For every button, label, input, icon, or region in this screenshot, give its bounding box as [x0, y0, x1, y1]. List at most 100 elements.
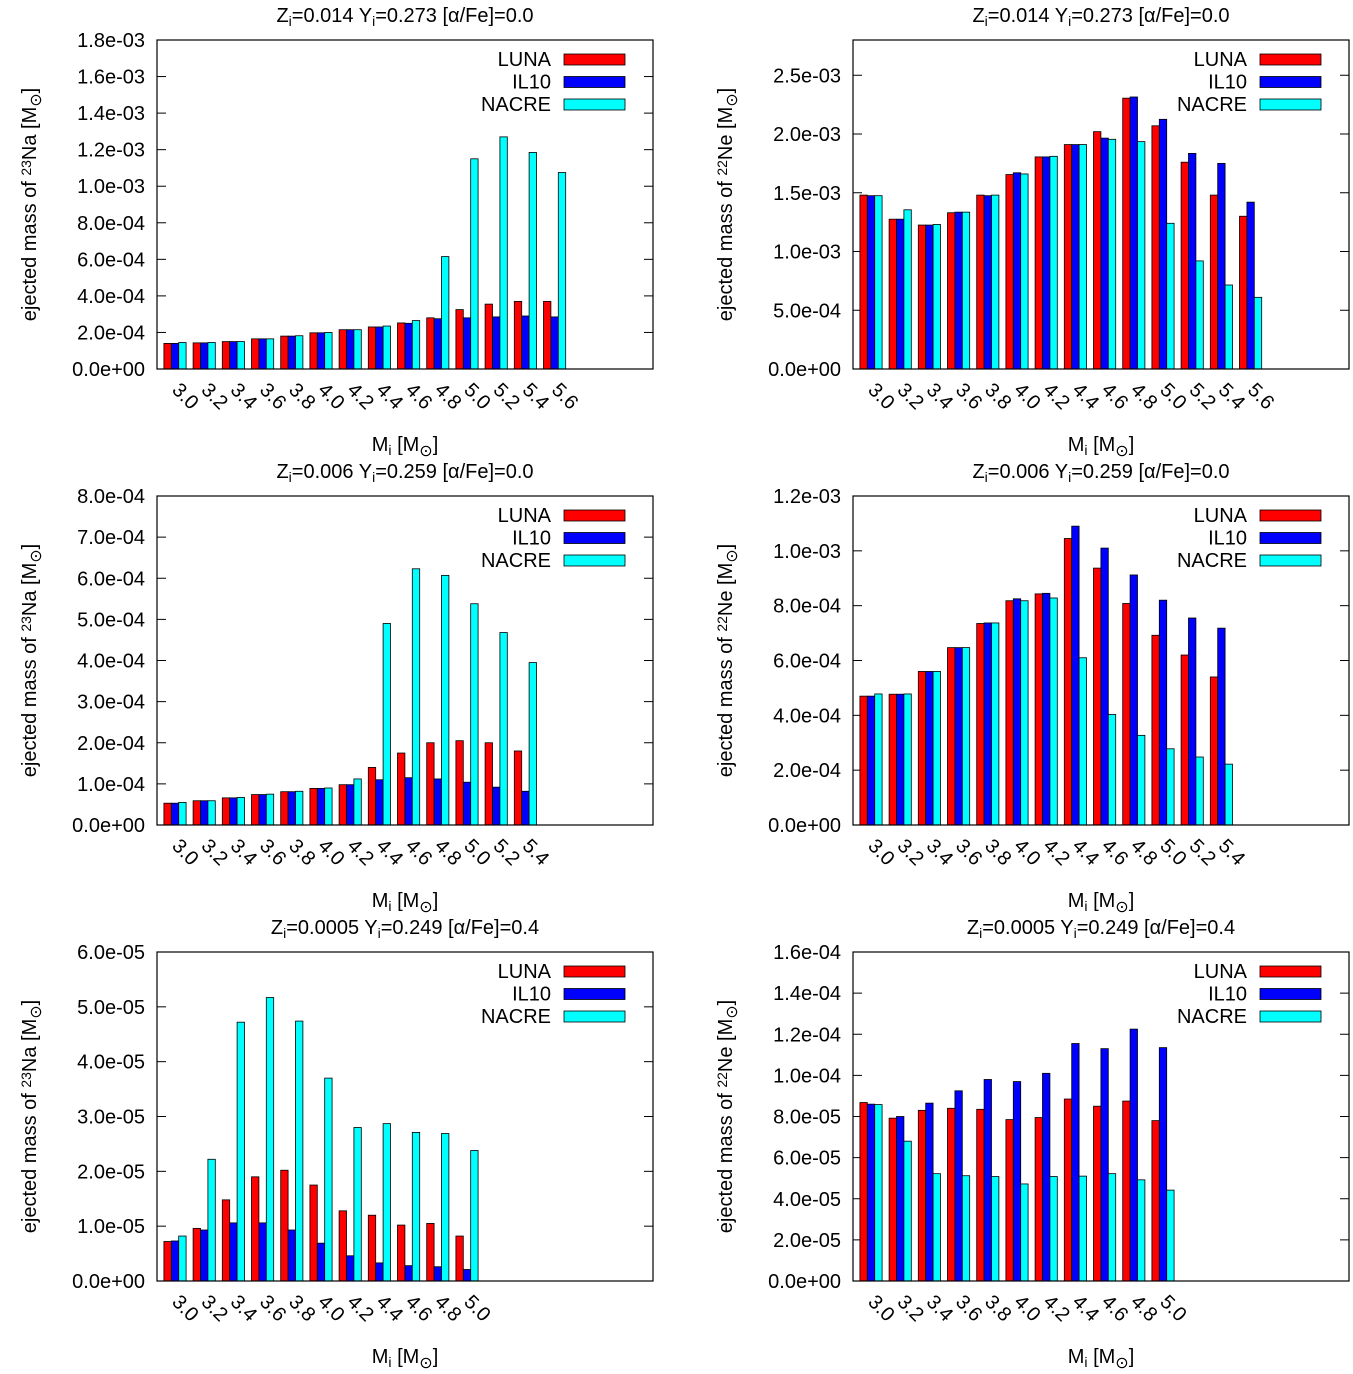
y-tick-label: 4.0e-05 [773, 1189, 841, 1211]
bar-nacre [1166, 1189, 1175, 1282]
chart-title: Zi=0.014 Yi=0.273 [α/Fe]=0.0 [276, 5, 533, 29]
bar-nacre [178, 342, 187, 370]
x-tick-label: 3.4 [226, 1291, 261, 1326]
bar-luna [513, 750, 523, 826]
bar-nacre [961, 647, 971, 826]
x-tick-label: 5.6 [547, 379, 582, 414]
bar-nacre [324, 1077, 333, 1282]
chart-title: Zi=0.014 Yi=0.273 [α/Fe]=0.0 [972, 5, 1229, 29]
x-tick-label: 3.8 [284, 835, 319, 870]
y-tick-label: 1.2e-04 [773, 1024, 841, 1046]
bar-nacre [1049, 1176, 1058, 1282]
chart-title-part: i [283, 925, 286, 941]
bar-luna [367, 326, 377, 370]
x-tick-label: 3.2 [893, 379, 928, 414]
chart-title-part: i [378, 925, 381, 941]
bar-il10 [1012, 172, 1022, 370]
y-tick-label: 1.6e-03 [77, 67, 145, 89]
x-tick-label: 4.4 [372, 1291, 407, 1326]
y-axis-label-part: 22 [714, 160, 730, 176]
x-tick-label: 3.8 [980, 379, 1015, 414]
y-axis-label-group: ejected mass of 23Na [M⊙] [18, 88, 45, 322]
x-axis-label-part: M [1068, 1346, 1085, 1368]
x-tick-label: 5.2 [1185, 379, 1220, 414]
y-tick-label: 6.0e-04 [77, 568, 145, 590]
x-axis-label-part: [M [1088, 1346, 1116, 1368]
y-tick-label: 4.0e-04 [77, 286, 145, 308]
y-axis-label-part: ejected mass of [715, 632, 737, 778]
bar-luna [309, 1184, 318, 1282]
bar-nacre [932, 671, 941, 826]
y-tick-label: 0.0e+00 [72, 359, 145, 381]
x-tick-label: 3.2 [893, 1291, 928, 1326]
chart-title-part: Z [967, 917, 979, 939]
x-axis-label-part: i [388, 442, 391, 458]
y-axis-label-part: ] [19, 88, 41, 94]
bar-nacre [932, 1173, 941, 1282]
bar-luna [947, 1107, 956, 1282]
bar-nacre [1137, 734, 1146, 826]
bar-il10 [954, 1090, 963, 1282]
bar-luna [1005, 174, 1014, 370]
x-tick-label: 3.2 [197, 835, 232, 870]
x-tick-label: 3.2 [197, 379, 232, 414]
x-tick-label: 4.2 [343, 835, 378, 870]
bar-nacre [991, 194, 1000, 370]
bar-nacre [528, 152, 537, 370]
bar-il10 [1158, 599, 1168, 826]
bar-luna [859, 695, 868, 826]
y-axis-label-part: 23 [18, 160, 34, 176]
legend-label: LUNA [498, 505, 552, 527]
bar-luna [221, 1199, 231, 1282]
y-tick-label: 5.0e-04 [77, 609, 145, 631]
bar-il10 [550, 316, 559, 370]
chart-title-part: =0.249 [α/Fe]=0.4 [1077, 917, 1235, 939]
bar-luna [455, 740, 464, 826]
y-axis-label-part: Na [M [19, 107, 41, 160]
bar-luna [280, 335, 289, 370]
chart-title-part: i [1068, 469, 1071, 485]
bar-luna [221, 341, 231, 370]
y-axis-label: ejected mass of 22Ne [M⊙] [714, 88, 741, 322]
x-tick-label: 5.2 [489, 835, 524, 870]
chart-panel-2: Zi=0.014 Yi=0.273 [α/Fe]=0.0 ejected mass… [714, 5, 1350, 460]
x-tick-label: 3.6 [255, 1291, 290, 1326]
y-axis-label-group: ejected mass of 23Na [M⊙] [18, 544, 45, 778]
bar-nacre [236, 341, 245, 370]
bar-il10 [287, 335, 296, 370]
bar-il10 [462, 1269, 472, 1282]
bar-nacre [1137, 141, 1146, 370]
x-tick-label: 3.0 [167, 379, 202, 414]
bar-il10 [375, 326, 384, 370]
bar-il10 [404, 322, 413, 370]
x-axis-label-part: ] [1129, 1346, 1135, 1368]
bar-il10 [1100, 137, 1109, 370]
y-axis-label-part: ejected mass of [715, 1088, 737, 1234]
y-axis-label-part: Na [M [19, 1019, 41, 1072]
y-axis-label-part: Ne [M [715, 107, 737, 160]
bar-luna [1034, 156, 1043, 370]
legend-label: IL10 [1208, 528, 1247, 550]
x-axis-label-part: [M [1088, 434, 1116, 456]
bar-il10 [287, 791, 296, 826]
bar-luna [1180, 161, 1189, 370]
bar-luna [251, 338, 260, 370]
bar-luna [251, 1176, 260, 1282]
bar-il10 [200, 1229, 209, 1282]
y-tick-label: 1.0e-03 [77, 176, 145, 198]
x-tick-label: 3.8 [980, 835, 1015, 870]
bar-nacre [1020, 173, 1029, 370]
legend-label: NACRE [1177, 94, 1247, 116]
x-tick-label: 3.0 [167, 1291, 202, 1326]
y-tick-label: 3.0e-05 [77, 1107, 145, 1129]
bar-il10 [492, 316, 501, 370]
chart-title-part: i [985, 469, 988, 485]
x-axis-label: Mi [M⊙] [1068, 890, 1135, 916]
bar-il10 [954, 211, 963, 370]
bar-nacre [1195, 756, 1204, 826]
x-axis-label-part: [M [392, 890, 420, 912]
x-tick-label: 3.0 [167, 835, 202, 870]
bar-nacre [236, 1021, 245, 1282]
